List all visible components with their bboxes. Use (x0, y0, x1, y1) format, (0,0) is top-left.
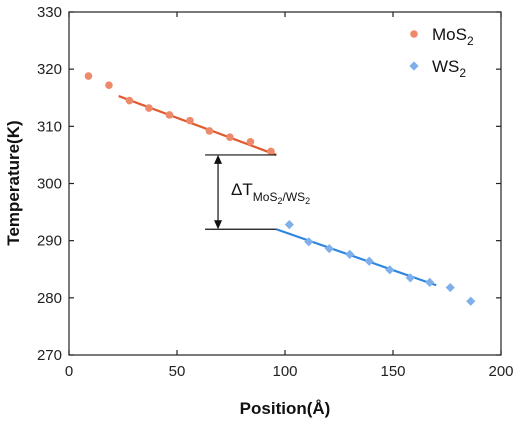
y-tick-label: 320 (37, 61, 62, 78)
delta-t-label: ΔTMoS2/WS2 (231, 180, 310, 206)
data-point (226, 133, 234, 141)
delta-t-annotation: ΔTMoS2/WS2 (205, 154, 310, 230)
legend-marker (410, 30, 418, 38)
delta-t-subscript: /WS (282, 190, 305, 204)
delta-t-subscript-index: 2 (277, 196, 282, 206)
x-tick-label: 50 (169, 363, 186, 380)
data-point (165, 111, 174, 119)
data-point (445, 282, 455, 293)
delta-t-subscript-index: 2 (305, 196, 310, 206)
data-point (364, 256, 374, 266)
x-axis-title: Position(Å) (240, 399, 331, 418)
legend-label: WS2 (432, 57, 466, 80)
legend-label-text: MoS (432, 25, 467, 44)
data-point (284, 220, 294, 230)
axis-ticks: 0 50 100 150 200 270 280 290 300 310 320 330 (37, 4, 514, 380)
data-points (84, 72, 476, 306)
data-point (324, 244, 334, 254)
y-axis-title: Temperature(K) (4, 120, 23, 245)
delta-t-symbol: ΔT (231, 180, 253, 199)
legend-marker (409, 61, 419, 71)
y-tick-label: 310 (37, 118, 62, 135)
x-tick-label: 200 (488, 363, 513, 380)
y-tick-label: 290 (37, 233, 62, 250)
delta-arrow-head-down (214, 220, 223, 230)
x-tick-label: 0 (65, 363, 73, 380)
data-point (385, 265, 395, 275)
data-point (466, 296, 476, 306)
y-tick-label: 300 (37, 176, 62, 193)
x-tick-label: 150 (380, 363, 405, 380)
data-point (205, 127, 214, 135)
data-point (84, 72, 93, 80)
delta-arrow-head-up (214, 154, 223, 164)
legend-label: MoS2 (432, 25, 474, 48)
data-point (267, 147, 275, 156)
data-point (425, 277, 435, 287)
legend-label-subscript: 2 (467, 34, 474, 48)
delta-t-subscript: MoS (253, 190, 278, 204)
data-point (186, 116, 194, 125)
legend-label-text: WS (432, 57, 459, 76)
data-point (345, 249, 355, 259)
data-point (405, 273, 415, 283)
data-point (304, 237, 314, 247)
data-point (125, 96, 134, 105)
legend-label-subscript: 2 (459, 66, 466, 80)
data-point (145, 104, 153, 112)
y-tick-label: 270 (37, 347, 62, 364)
x-tick-label: 100 (272, 363, 297, 380)
y-tick-label: 280 (37, 290, 62, 307)
data-point (105, 81, 113, 89)
plot-area (68, 11, 502, 356)
y-tick-label: 330 (37, 4, 62, 21)
data-point (246, 137, 255, 146)
